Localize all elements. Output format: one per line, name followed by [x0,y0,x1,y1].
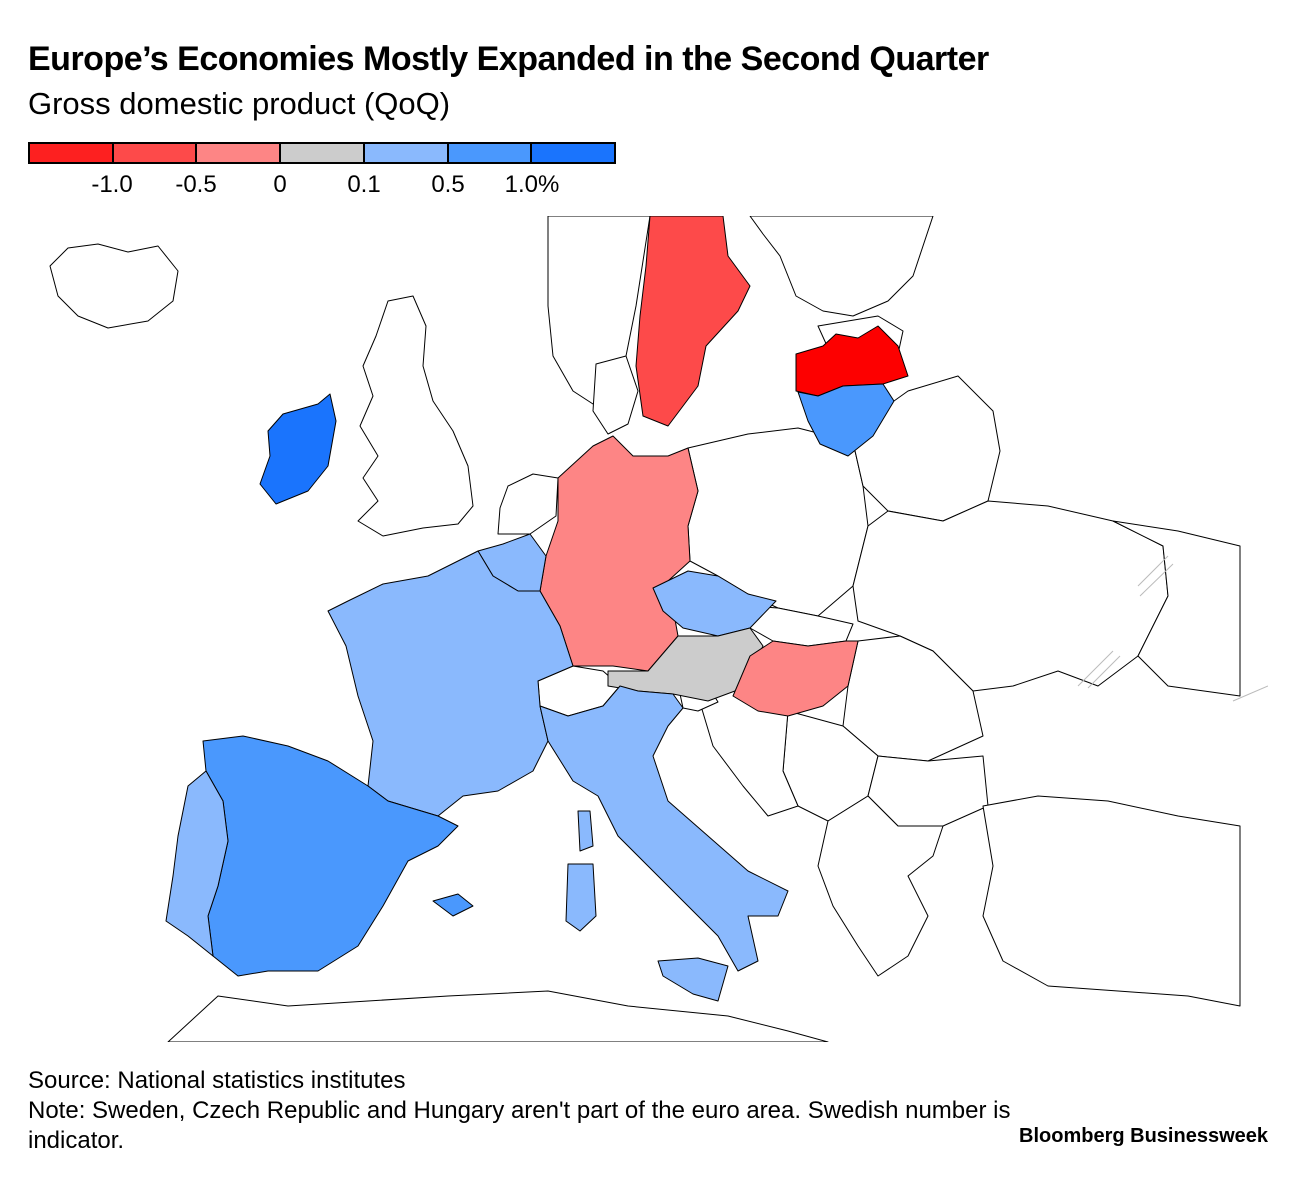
country-ukraine [852,500,1169,692]
country-iceland [49,243,179,329]
legend-tick-label: 1.0% [504,171,560,198]
country-hungary [732,640,859,717]
country-netherlands [497,473,559,535]
country-denmark [592,355,639,435]
legend-swatch [113,144,196,162]
country-lithuania [797,383,895,457]
color-legend: -1.0 -0.5 0 0.1 0.5 1.0% [28,142,616,202]
country-turkey [982,795,1241,1007]
country-great-britain [357,295,474,537]
country-czech-republic [652,570,777,637]
country-russia [1112,520,1241,697]
legend-swatch [448,144,531,162]
italy-sardinia [565,863,597,932]
italy-sicily [657,957,729,1002]
country-romania [842,635,984,762]
chart-title: Europe’s Economies Mostly Expanded in th… [28,40,989,78]
france-corsica [577,810,594,852]
spain-balearic [432,893,474,917]
note-text: Note: Sweden, Czech Republic and Hungary… [28,1097,1011,1154]
country-portugal [165,770,229,957]
legend-swatch [532,144,615,162]
chart-subtitle: Gross domestic product (QoQ) [28,86,451,121]
legend-swatch [281,144,363,162]
europe-map [49,216,1268,1042]
country-germany [539,435,699,672]
footer-notes: Source: National statistics institutes N… [28,1066,1018,1156]
country-finland [749,216,934,317]
country-sweden [635,216,751,427]
legend-tick-label: 0 [273,171,287,198]
source-text: Source: National statistics institutes [28,1067,406,1094]
country-ireland [259,393,337,505]
hatched-region [1077,555,1268,702]
legend-swatch [364,144,447,162]
country-france [327,550,574,817]
legend-swatch [30,144,112,162]
legend-bar [28,142,616,164]
brand-logo: Bloomberg Businessweek [1019,1125,1268,1147]
legend-tick-label: 0.5 [431,171,465,198]
legend-tick-label: 0.1 [347,171,381,198]
legend-swatch [197,144,280,162]
country-italy [539,685,789,972]
north-africa-coast [167,990,829,1042]
country-greece [817,795,944,977]
legend-tick-label: -1.0 [91,171,133,198]
legend-tick-label: -0.5 [175,171,217,198]
